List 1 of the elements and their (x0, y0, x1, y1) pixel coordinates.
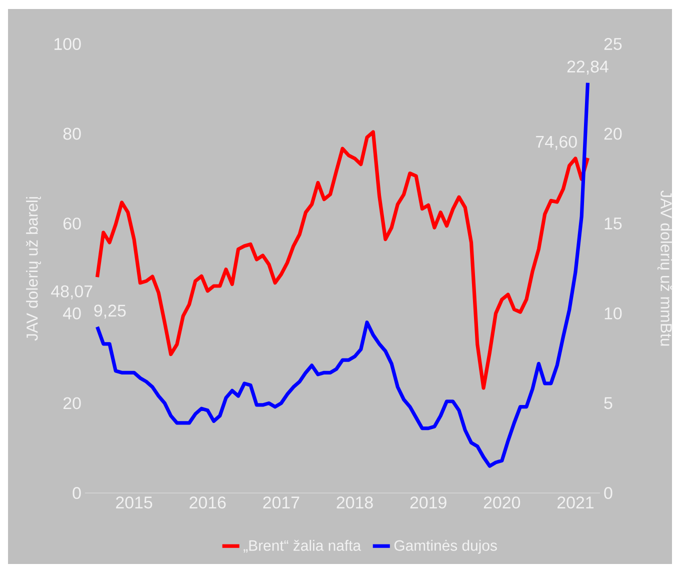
line-series (95, 130, 590, 390)
